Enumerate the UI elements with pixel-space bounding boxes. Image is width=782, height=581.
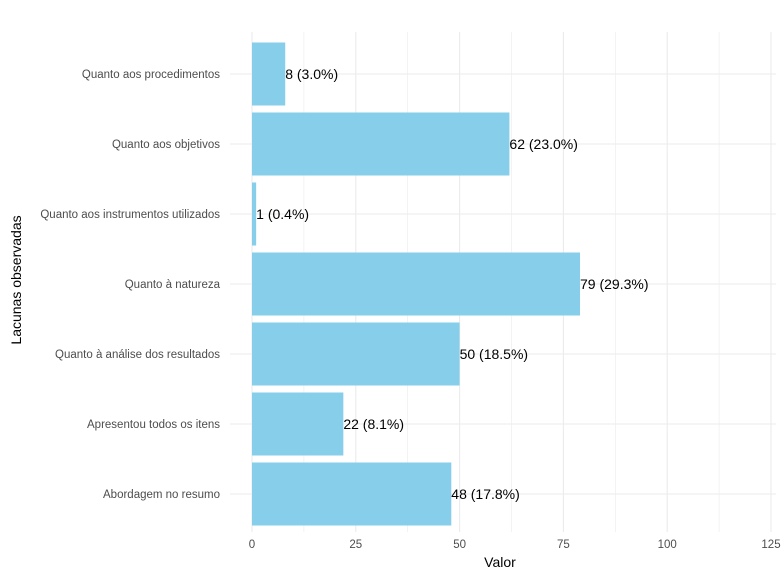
bar <box>252 392 344 456</box>
category-label: Abordagem no resumo <box>103 489 220 501</box>
data-label: 50 (18.5%) <box>460 346 528 362</box>
bar <box>252 252 581 316</box>
category-label: Apresentou todos os itens <box>87 419 220 431</box>
x-tick-label: 100 <box>658 539 677 551</box>
x-tick-label: 125 <box>761 539 780 551</box>
data-label: 22 (8.1%) <box>343 416 404 432</box>
bar <box>252 322 460 386</box>
bar <box>252 42 286 106</box>
bar <box>252 112 510 176</box>
category-labels: Quanto aos procedimentos Quanto aos objet… <box>40 69 220 501</box>
category-label: Quanto aos instrumentos utilizados <box>40 209 220 221</box>
data-label: 1 (0.4%) <box>256 206 309 222</box>
bar <box>252 182 257 246</box>
x-axis-title: Valor <box>484 554 516 570</box>
x-tick-label: 50 <box>453 539 466 551</box>
category-label: Quanto à natureza <box>125 279 221 291</box>
data-label: 79 (29.3%) <box>580 276 648 292</box>
data-label: 62 (23.0%) <box>509 136 577 152</box>
x-tick-label: 0 <box>249 539 255 551</box>
bars <box>252 42 581 526</box>
category-label: Quanto aos objetivos <box>112 139 220 151</box>
x-tick-label: 75 <box>557 539 570 551</box>
x-tick-label: 25 <box>349 539 362 551</box>
data-label: 48 (17.8%) <box>451 486 519 502</box>
bar <box>252 462 452 526</box>
x-tick-labels: 0 25 50 75 100 125 <box>249 539 781 551</box>
data-labels: 8 (3.0%) 62 (23.0%) 1 (0.4%) 79 (29.3%) 50 (… <box>256 66 648 502</box>
y-axis-title: Lacunas observadas <box>8 215 24 344</box>
category-label: Quanto à análise dos resultados <box>55 349 220 361</box>
data-label: 8 (3.0%) <box>285 66 338 82</box>
category-label: Quanto aos procedimentos <box>82 69 220 81</box>
